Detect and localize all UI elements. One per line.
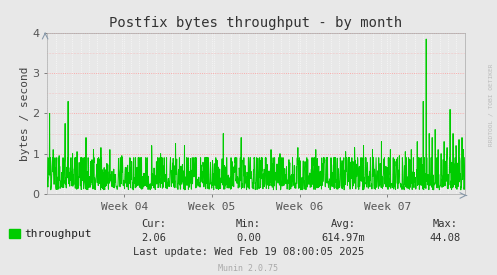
- Text: 614.97m: 614.97m: [321, 233, 365, 243]
- Text: Last update: Wed Feb 19 08:00:05 2025: Last update: Wed Feb 19 08:00:05 2025: [133, 247, 364, 257]
- Text: Max:: Max:: [432, 219, 457, 229]
- Text: Munin 2.0.75: Munin 2.0.75: [219, 264, 278, 273]
- Text: throughput: throughput: [24, 229, 91, 239]
- Text: Cur:: Cur:: [142, 219, 166, 229]
- Title: Postfix bytes throughput - by month: Postfix bytes throughput - by month: [109, 16, 403, 31]
- Text: Avg:: Avg:: [331, 219, 355, 229]
- Text: Min:: Min:: [236, 219, 261, 229]
- Text: 44.08: 44.08: [429, 233, 460, 243]
- Text: 2.06: 2.06: [142, 233, 166, 243]
- Y-axis label: bytes / second: bytes / second: [20, 66, 30, 161]
- Text: RRDTOOL / TOBI OETIKER: RRDTOOL / TOBI OETIKER: [488, 63, 493, 146]
- Text: 0.00: 0.00: [236, 233, 261, 243]
